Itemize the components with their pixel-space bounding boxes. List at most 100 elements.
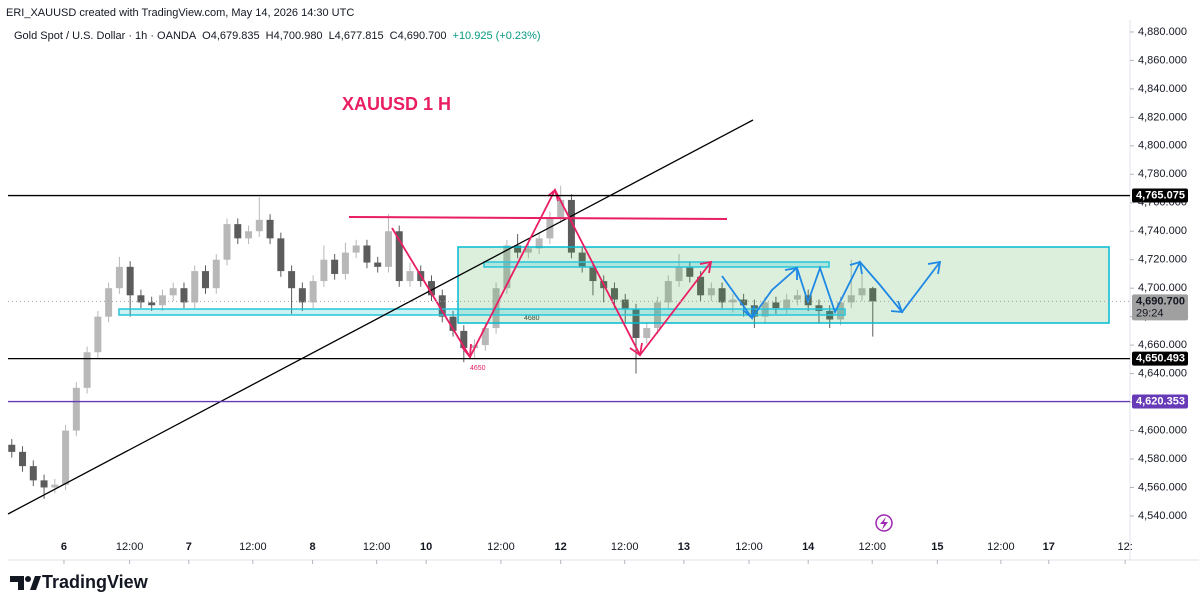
x-tick-label: 10 [420, 541, 432, 553]
candle-body [94, 316, 102, 353]
price-label: 4,690.700 [1136, 295, 1185, 307]
candle-body [428, 281, 436, 296]
x-tick-label: 12:00 [363, 541, 391, 553]
candle-body [557, 199, 565, 218]
pink-line [348, 216, 728, 220]
candle-body [288, 271, 296, 289]
candle-body [331, 259, 339, 274]
candle-body [298, 288, 306, 303]
y-tick-label: 4,640.000 [1138, 368, 1187, 380]
x-tick-label: 7 [186, 541, 192, 553]
y-tick-label: 4,880.000 [1138, 26, 1187, 38]
arrowhead [784, 266, 798, 280]
x-tick-label: 12:00 [487, 541, 515, 553]
event-bolt [880, 517, 888, 530]
candle-body [750, 305, 758, 317]
arrowhead [629, 342, 643, 357]
price-label-bg [1132, 188, 1188, 203]
candle-body [148, 302, 156, 306]
y-tick-label: 4,560.000 [1138, 481, 1187, 493]
x-tick-label: 14 [802, 541, 815, 553]
arrowhead [742, 305, 755, 320]
candle-body [858, 288, 866, 296]
candle-body [675, 266, 683, 282]
candle-body [352, 245, 360, 253]
ohlc-value: +10.925 (+0.23%) [453, 30, 541, 42]
x-tick-label: 13 [678, 541, 690, 553]
candle-body [589, 266, 597, 282]
annotation: XAUUSD 1 H [342, 94, 451, 114]
logo-mark [30, 576, 41, 590]
candle-body [836, 302, 844, 320]
x-tick-label: 8 [310, 541, 316, 553]
candle-body [245, 231, 253, 239]
candle-body [686, 266, 694, 277]
y-tick-label: 4,540.000 [1138, 510, 1187, 522]
projection [721, 260, 941, 320]
candle-body [643, 328, 651, 339]
x-tick-label: 12:00 [611, 541, 639, 553]
candle-body [718, 288, 726, 303]
candle-body [105, 288, 113, 317]
x-tick-label: 12: [1118, 541, 1133, 553]
candle-body [72, 387, 80, 431]
ohlc-value: H4,700.980 [266, 30, 323, 42]
candle-body [535, 238, 543, 249]
drawings [7, 119, 1110, 532]
candle-body [621, 299, 629, 310]
support-zone [118, 308, 846, 316]
candle-body [62, 430, 70, 485]
candle-body [395, 231, 403, 282]
y-tick-label: 4,740.000 [1138, 225, 1187, 237]
candle-body [492, 288, 500, 329]
candle-body [8, 444, 16, 452]
candle-body [869, 288, 877, 302]
arrowhead [547, 188, 559, 202]
x-tick-label: 12:00 [735, 541, 763, 553]
x-tick-label: 17 [1043, 541, 1055, 553]
countdown: 29:24 [1136, 307, 1164, 319]
candle-body [169, 288, 177, 296]
annotation: 4650 [470, 365, 486, 372]
candle-body [438, 295, 446, 317]
candle-body [707, 288, 715, 296]
candle-body [610, 288, 618, 300]
arrowhead [699, 260, 713, 274]
price-label: 4,765.075 [1136, 189, 1185, 201]
candle-body [19, 451, 27, 467]
candle-body [234, 224, 242, 239]
price-label-bg [1132, 351, 1188, 366]
symbol: Gold Spot / U.S. Dollar · 1h · OANDA [14, 30, 197, 42]
candle-body [384, 231, 392, 267]
candle-body [126, 266, 134, 296]
candle-body [815, 305, 823, 311]
candle-body [341, 252, 349, 274]
event-icon[interactable] [875, 514, 893, 532]
candle-body [374, 262, 382, 267]
candle-body [83, 352, 91, 388]
candle-body [793, 295, 801, 300]
candle-body [309, 281, 317, 303]
x-tick-label: 15 [931, 541, 943, 553]
x-tick-label: 12:00 [987, 541, 1015, 553]
candle-body [29, 466, 37, 481]
y-tick-label: 4,780.000 [1138, 168, 1187, 180]
logo [10, 576, 41, 590]
candle-body [191, 271, 199, 303]
candle-body [277, 238, 285, 272]
y-tick-label: 4,720.000 [1138, 254, 1187, 266]
price-label-bg [1132, 294, 1188, 321]
logo-mark [10, 576, 24, 590]
candle-body [481, 328, 489, 346]
y-tick-label: 4,660.000 [1138, 339, 1187, 351]
x-tick-label: 12 [555, 541, 567, 553]
resistance-zone [483, 261, 830, 268]
arrowhead [927, 260, 942, 275]
candle-body [115, 266, 123, 289]
candle-body [783, 299, 791, 309]
price-label-bg [1132, 394, 1188, 409]
annotation: 4680 [524, 315, 540, 322]
y-tick-label: 4,600.000 [1138, 424, 1187, 436]
